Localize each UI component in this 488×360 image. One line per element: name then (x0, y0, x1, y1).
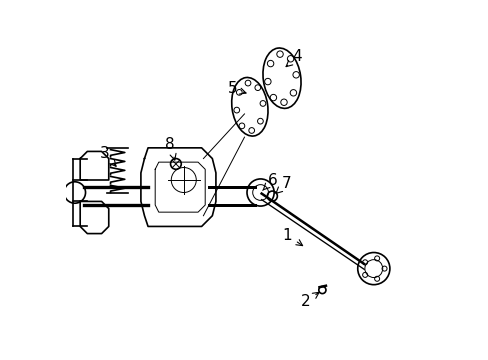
Text: 8: 8 (165, 137, 176, 160)
Text: 4: 4 (285, 49, 302, 67)
Text: 2: 2 (301, 292, 318, 309)
Text: 1: 1 (282, 228, 302, 246)
Text: 7: 7 (275, 176, 291, 193)
Text: 5: 5 (228, 81, 245, 96)
Text: 6: 6 (262, 173, 277, 190)
Text: 3: 3 (100, 146, 116, 166)
